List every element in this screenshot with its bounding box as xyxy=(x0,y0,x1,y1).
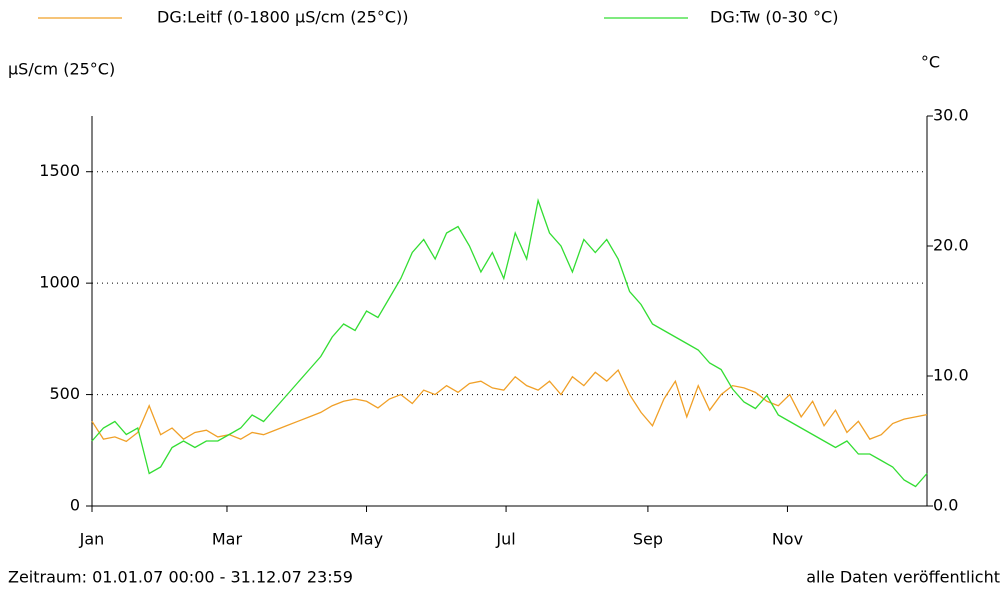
x-tick-label: Mar xyxy=(212,530,243,549)
y2-tick-label: 20.0 xyxy=(933,236,969,255)
x-tick-label: Jul xyxy=(495,530,515,549)
series-line xyxy=(91,198,928,488)
x-tick-label: Jan xyxy=(79,530,105,549)
y-tick-label: 1000 xyxy=(39,273,80,292)
series-line xyxy=(91,368,928,443)
legend-label: DG:Leitf (0-1800 µS/cm (25°C)) xyxy=(157,8,408,27)
y-tick-label: 1500 xyxy=(39,161,80,180)
y-tick-label: 500 xyxy=(49,384,80,403)
y2-tick-label: 30.0 xyxy=(933,106,969,125)
x-tick-label: May xyxy=(350,530,383,549)
x-tick-label: Sep xyxy=(633,530,663,549)
footer-left: Zeitraum: 01.01.07 00:00 - 31.12.07 23:5… xyxy=(8,568,353,587)
y2-axis-label: °C xyxy=(921,53,940,72)
y-axis-label: µS/cm (25°C) xyxy=(8,60,115,79)
legend-label: DG:Tw (0-30 °C) xyxy=(710,8,838,27)
y2-tick-label: 0.0 xyxy=(933,496,958,515)
x-tick-label: Nov xyxy=(772,530,803,549)
y2-tick-label: 10.0 xyxy=(933,366,969,385)
y-tick-label: 0 xyxy=(70,496,80,515)
footer-right: alle Daten veröffentlicht xyxy=(806,568,1000,587)
